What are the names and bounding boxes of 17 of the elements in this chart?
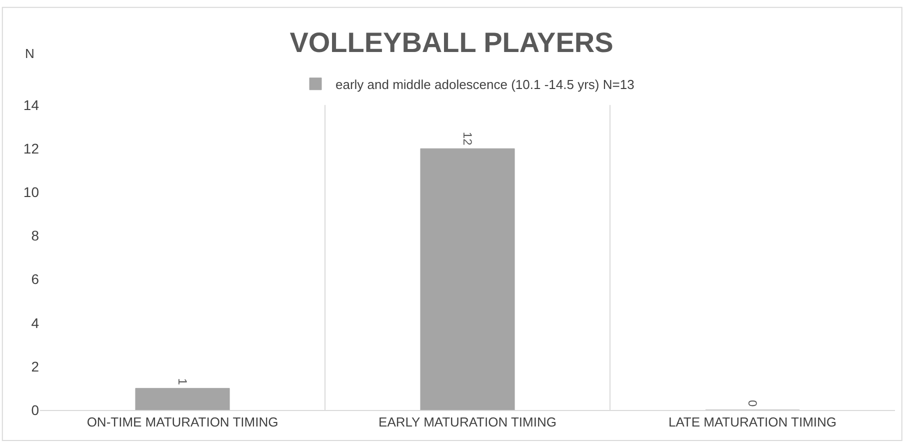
data-label: 0 (746, 400, 760, 407)
y-axis-title: N (25, 46, 34, 61)
y-tick-label: 10 (23, 184, 40, 200)
y-tick-label: 0 (31, 402, 40, 418)
y-tick-label: 14 (23, 96, 40, 113)
legend-label: early and middle adolescence (10.1 -14.5 yrs) N=13 (336, 76, 634, 92)
y-tick-label: 4 (31, 314, 40, 331)
y-tick-label: 8 (31, 228, 40, 244)
y-tick-label: 2 (31, 358, 40, 374)
data-label: 1 (176, 378, 190, 386)
chart-title: VOLLEYBALL PLAYERS (290, 27, 614, 58)
y-tick-label: 6 (31, 271, 40, 288)
y-tick-label: 12 (23, 140, 40, 156)
data-label: 12 (460, 132, 475, 146)
x-tick-label: EARLY MATURATION TIMING (378, 414, 556, 430)
x-tick-label: ON-TIME MATURATION TIMING (86, 414, 278, 430)
x-tick-label: LATE MATURATION TIMING (668, 414, 837, 430)
